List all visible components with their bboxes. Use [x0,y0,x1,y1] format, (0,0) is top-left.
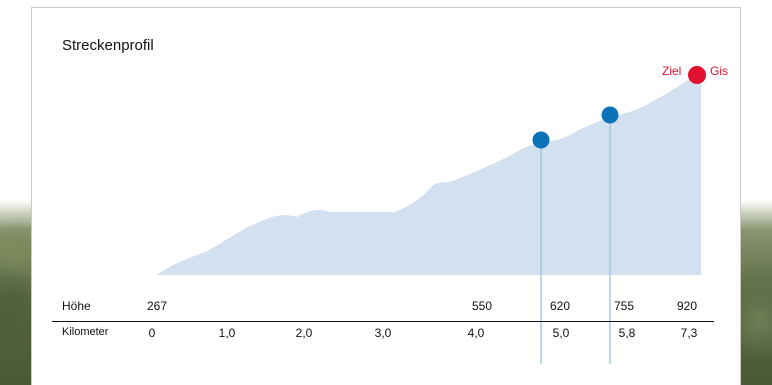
height-value: 755 [613,299,635,313]
kilometer-row-label: Kilometer [62,326,109,338]
kilometer-value: 3,0 [374,326,392,340]
kilometer-value: 2,0 [295,326,313,340]
height-value: 267 [146,299,168,313]
height-value: 620 [549,299,571,313]
elevation-area [157,74,701,275]
kilometer-value: 7,3 [680,326,698,340]
finish-place: Gis [710,64,728,78]
height-value: 550 [471,299,493,313]
finish-label: Ziel [662,64,682,78]
kilometer-value: 5,8 [618,326,636,340]
profile-title: Streckenprofil [62,37,154,54]
waypoint-marker-620 [532,131,550,149]
finish-marker [688,66,706,84]
height-value: 920 [676,299,698,313]
kilometer-value: 0 [148,326,156,340]
table-divider [52,321,714,322]
height-row-label: Höhe [62,299,91,313]
waypoint-marker-755 [601,106,619,124]
kilometer-value: 4,0 [467,326,485,340]
kilometer-value: 5,0 [552,326,570,340]
kilometer-value: 1,0 [218,326,236,340]
